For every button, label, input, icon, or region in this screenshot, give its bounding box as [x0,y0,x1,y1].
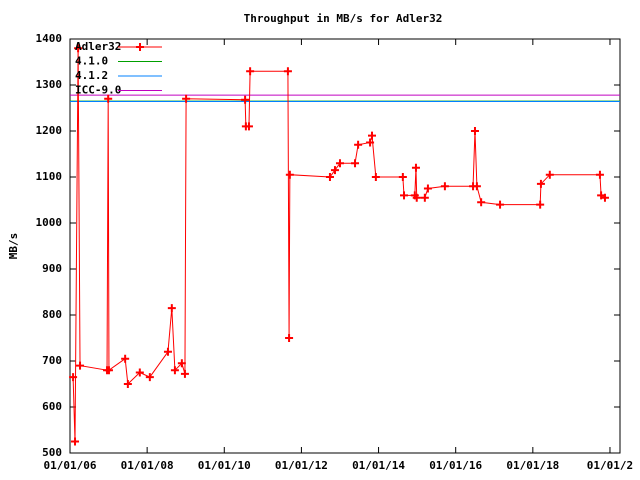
data-point [135,368,144,377]
y-axis-label: MB/s [7,233,20,260]
data-point [325,173,334,181]
data-point [595,170,604,179]
y-tick-label: 1200 [36,124,63,137]
y-tick-label: 1100 [36,170,63,183]
data-point [472,182,481,191]
legend-label: 4.1.2 [75,69,108,82]
data-point [123,380,132,388]
data-point [177,359,186,368]
x-tick-label: 01/01/2 [587,459,633,472]
x-tick-label: 01/01/06 [44,459,97,472]
y-tick-label: 600 [42,400,62,413]
data-point [470,127,479,135]
data-point [371,173,380,181]
data-point [330,166,339,175]
plot-frame [69,38,621,454]
legend-label: ICC-9.0 [75,84,121,97]
data-point [367,131,376,140]
data-point [121,354,130,363]
data-point [69,373,78,382]
y-tick-label: 800 [42,308,62,321]
data-point [104,366,113,375]
data-point [76,361,85,370]
data-point [398,173,407,181]
data-point [600,193,609,202]
data-point [182,94,191,103]
data-point [285,170,294,179]
data-point [71,437,80,446]
legend-label: Adler32 [75,40,121,53]
data-point [351,159,360,168]
data-point [411,163,420,172]
data-point [163,347,172,356]
data-point [244,122,253,131]
y-tick-label: 1300 [36,78,63,91]
data-point [536,200,545,209]
data-point [74,44,83,53]
data-point [167,304,176,313]
series-line [72,48,606,442]
data-point [241,95,250,104]
data-point [335,159,344,168]
data-point [423,184,432,193]
data-point [477,198,486,207]
x-tick-label: 01/01/10 [198,459,251,472]
data-point [496,200,505,209]
data-point [170,366,179,375]
data-point [440,182,449,191]
data-point [145,373,154,382]
data-point [536,179,545,188]
chart-title: Throughput in MB/s for Adler32 [244,12,443,25]
x-tick-label: 01/01/18 [506,459,559,472]
y-tick-label: 900 [42,262,62,275]
data-point [283,67,292,76]
y-tick-label: 700 [42,354,62,367]
legend-marker [136,43,144,51]
data-point [180,369,189,378]
x-tick-label: 01/01/12 [275,459,328,472]
x-tick-label: 01/01/08 [121,459,174,472]
data-point [285,334,294,342]
data-point [400,191,409,200]
y-tick-label: 1400 [36,32,63,45]
data-point [354,140,363,149]
data-point [420,193,429,202]
data-point [545,170,554,179]
y-tick-label: 1000 [36,216,63,229]
data-point [104,94,113,103]
data-point [246,67,255,76]
legend-label: 4.1.0 [75,55,108,68]
data-point [366,138,375,147]
x-tick-label: 01/01/14 [352,459,405,472]
y-tick-label: 500 [42,446,62,459]
data-point [412,193,421,202]
x-tick-label: 01/01/16 [429,459,482,472]
